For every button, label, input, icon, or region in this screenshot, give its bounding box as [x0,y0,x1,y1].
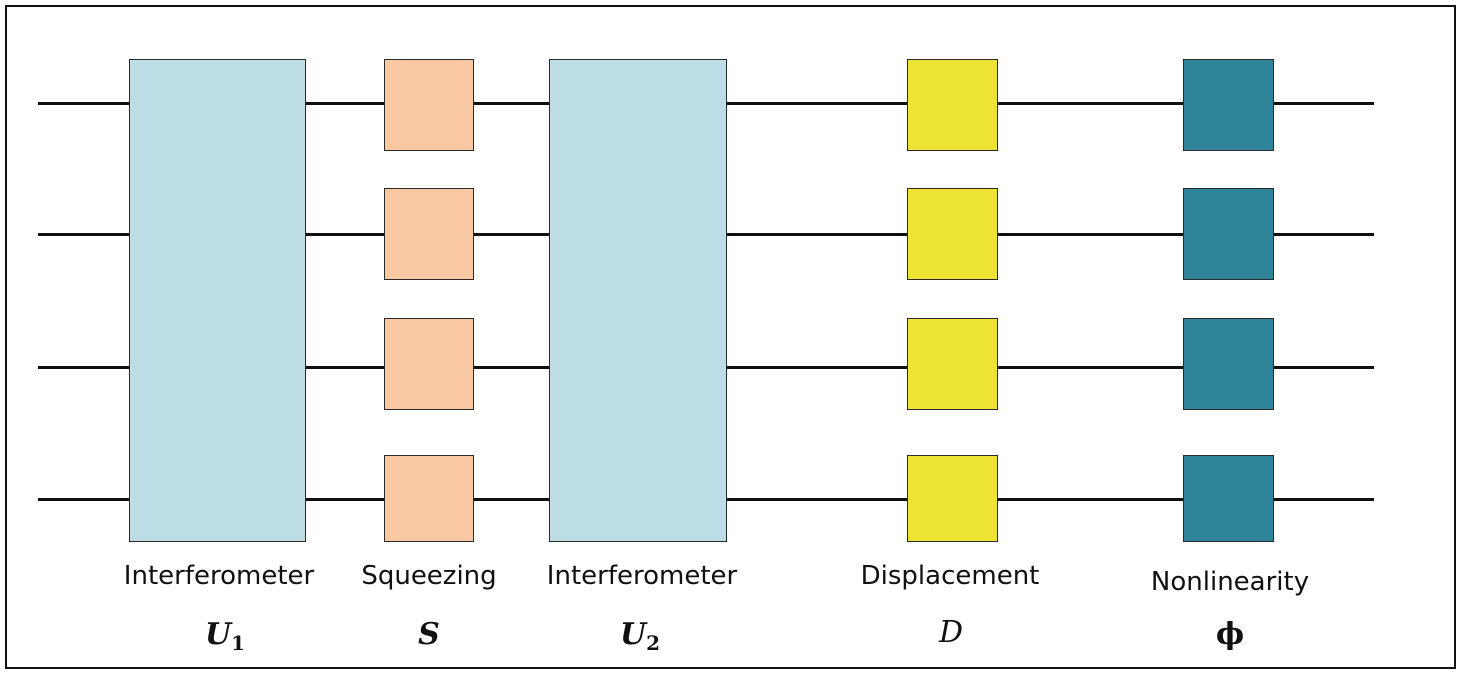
u2-symbol-subscript: 2 [646,631,661,655]
interferometer-u1-symbol: U1 [205,617,245,655]
squeezing-gate [384,318,474,410]
squeezing-label: Squeezing [361,561,497,591]
squeezing-gate [384,59,474,151]
displacement-gate [907,188,998,280]
squeezing-symbol: S [418,617,440,652]
nonlinearity-gate [1183,188,1274,280]
nonlinearity-symbol: ϕ [1215,617,1245,652]
u2-symbol-letter: U [619,617,647,652]
nonlinearity-gate [1183,455,1274,542]
nonlinearity-label: Nonlinearity [1150,567,1310,597]
squeezing-gate [384,188,474,280]
displacement-gate [907,59,998,151]
u1-symbol-letter: U [204,617,232,652]
nonlinearity-gate [1183,59,1274,151]
displacement-label: Displacement [860,561,1040,591]
interferometer-u1-block [129,59,306,542]
u1-symbol-subscript: 1 [231,631,246,655]
interferometer-u2-symbol: U2 [620,617,660,655]
interferometer-u2-label: Interferometer [546,561,738,591]
interferometer-u2-block [549,59,727,542]
interferometer-u1-label: Interferometer [123,561,315,591]
displacement-gate [907,455,998,542]
displacement-gate [907,318,998,410]
diagram-frame [5,5,1456,669]
displacement-symbol: D [938,615,964,650]
nonlinearity-gate [1183,318,1274,410]
squeezing-gate [384,455,474,542]
